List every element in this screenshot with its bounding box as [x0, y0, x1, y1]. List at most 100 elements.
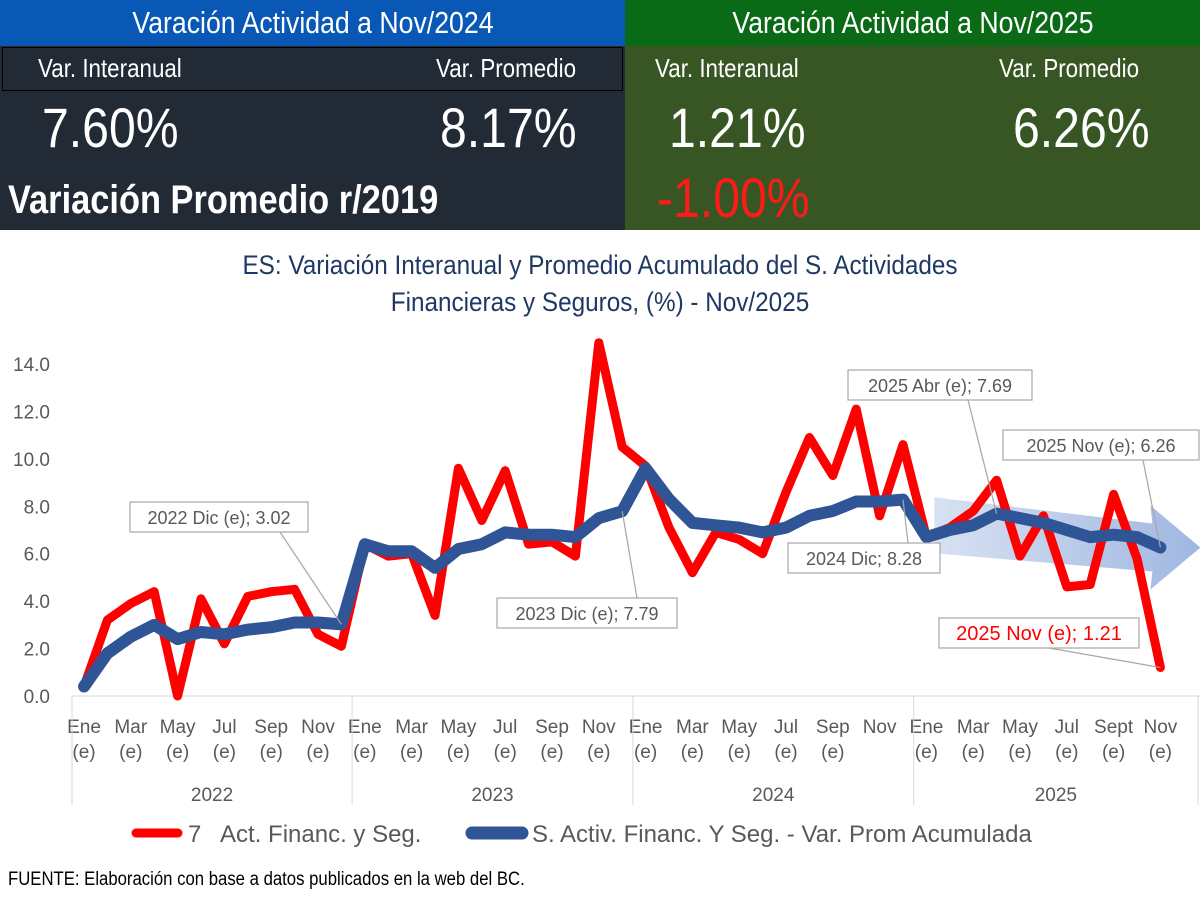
annotation-leader: [1048, 647, 1161, 669]
x-tick-label-sub: (e): [540, 742, 563, 763]
x-tick-label-sub: (e): [400, 742, 423, 763]
panel-2024-interanual-value: 7.60%: [42, 96, 179, 159]
y-tick-label: 2.0: [24, 640, 50, 661]
x-tick-label-sub: (e): [447, 742, 470, 763]
annotations: 2022 Dic (e); 3.02 2023 Dic (e); 7.79 2024…: [129, 369, 1200, 669]
source-note: FUENTE: Elaboración con base a datos pub…: [8, 869, 525, 890]
x-tick-label-sub: (e): [72, 742, 95, 763]
panel-2025-promedio-value: 6.26%: [1013, 96, 1150, 159]
annotation-callout: 2024 Dic; 8.28: [787, 499, 941, 574]
x-tick-label-sub: (e): [821, 742, 844, 763]
panel-2025-header-bg: [625, 0, 1200, 46]
x-year-label: 2023: [471, 785, 513, 806]
annotation-leader: [902, 499, 909, 544]
y-tick-label: 14.0: [13, 355, 50, 376]
x-tick-label: Nov: [301, 717, 335, 738]
x-tick-label: May: [721, 717, 757, 738]
line-chart: ES: Variación Interanual y Promedio Acum…: [13, 251, 1200, 848]
x-tick-label-sub: (e): [962, 742, 985, 763]
annotation-box: [847, 369, 1033, 401]
annotation-callout: 2023 Dic (e); 7.79: [496, 511, 678, 629]
y-tick-label: 6.0: [24, 545, 50, 566]
panel-2024-promedio-value: 8.17%: [440, 96, 577, 159]
panel-2025-interanual-label: Var. Interanual: [655, 53, 799, 83]
x-tick-label-sub: (e): [166, 742, 189, 763]
annotation-label: 2025 Abr (e); 7.69: [868, 376, 1012, 396]
annotation-label: 2023 Dic (e); 7.79: [515, 604, 658, 624]
chart-title-line-2: Financieras y Seguros, (%) - Nov/2025: [391, 288, 809, 317]
annotation-callout: 2025 Nov (e); 1.21: [938, 617, 1161, 669]
x-tick-label-sub: (e): [1149, 742, 1172, 763]
panel-2024-r2019-label: Variación Promedio r/2019: [8, 178, 439, 222]
annotation-box: [938, 617, 1140, 649]
x-axis: Ene (e) Mar (e) May (e) Jul (e) Sep (e) Nov (e) Ene (…: [67, 695, 1200, 806]
y-axis: 0.0 2.0 4.0 6.0 8.0 10.0 12.0 14.0: [13, 355, 50, 708]
x-tick-label-sub: (e): [1055, 742, 1078, 763]
x-tick-label-sub: (e): [915, 742, 938, 763]
x-tick-label: Sept: [1094, 717, 1134, 738]
x-tick-label-sub: (e): [1008, 742, 1031, 763]
annotation-label: 2024 Dic; 8.28: [806, 549, 922, 569]
panel-2025-header: Varación Actividad a Nov/2025: [731, 5, 1094, 40]
x-year-label: 2022: [191, 785, 233, 806]
x-tick-label: Jul: [493, 717, 517, 738]
y-tick-label: 10.0: [13, 450, 50, 471]
panel-2025-interanual-value: 1.21%: [669, 96, 806, 159]
legend-label-var-prom: S. Activ. Financ. Y Seg. - Var. Prom Acu…: [532, 821, 1032, 848]
y-tick-label: 8.0: [24, 497, 50, 518]
annotation-box: [129, 501, 309, 533]
x-tick-label: Sep: [535, 717, 569, 738]
x-tick-label-sub: (e): [306, 742, 329, 763]
legend-label-act-financ: 7 Act. Financ. y Seg.: [188, 821, 421, 848]
x-tick-label-sub: (e): [260, 742, 283, 763]
annotation-label: 2022 Dic (e); 3.02: [147, 508, 290, 528]
annotation-leader: [279, 531, 342, 625]
annotation-label: 2025 Nov (e); 1.21: [956, 623, 1122, 645]
annotation-leader: [1142, 459, 1161, 548]
x-tick-label: Mar: [395, 717, 428, 738]
x-tick-label: Jul: [212, 717, 236, 738]
x-tick-label: Mar: [676, 717, 709, 738]
panel-2024: Varación Actividad a Nov/2024 Var. Inter…: [0, 0, 625, 230]
annotation-callout: 2025 Abr (e); 7.69: [847, 369, 1033, 514]
x-year-label: 2024: [752, 785, 795, 806]
annotation-leader: [967, 399, 998, 514]
x-tick-label: May: [160, 717, 196, 738]
annotation-box: [1002, 429, 1200, 461]
x-tick-label-sub: (e): [1102, 742, 1125, 763]
x-tick-label: Mar: [957, 717, 990, 738]
x-tick-label: Sep: [816, 717, 850, 738]
x-tick-label: Jul: [1055, 717, 1079, 738]
annotation-leader: [621, 511, 638, 599]
panel-2025-r2019-value: -1.00%: [657, 166, 810, 229]
x-tick-label-sub: (e): [587, 742, 610, 763]
x-tick-label-sub: (e): [634, 742, 657, 763]
panel-2024-body-bg: [0, 46, 625, 230]
x-tick-label: Nov: [863, 717, 897, 738]
x-tick-label: Ene: [67, 717, 101, 738]
annotation-box: [496, 597, 678, 629]
series-line-act-financ: [79, 338, 1165, 701]
x-tick-label-sub: (e): [119, 742, 142, 763]
x-tick-label: Mar: [114, 717, 147, 738]
x-tick-label: May: [440, 717, 476, 738]
x-tick-label-sub: (e): [213, 742, 236, 763]
x-tick-label: Ene: [909, 717, 943, 738]
panel-2024-sub-border: [2, 47, 623, 91]
panel-2024-header-bg: [0, 0, 625, 46]
panel-2025-body-bg: [625, 46, 1200, 230]
x-tick-label: Ene: [348, 717, 382, 738]
x-tick-label: Ene: [629, 717, 663, 738]
panel-2024-header: Varación Actividad a Nov/2024: [131, 5, 494, 40]
panel-2024-promedio-label: Var. Promedio: [436, 53, 577, 83]
x-tick-label-sub: (e): [494, 742, 517, 763]
x-tick-label-sub: (e): [728, 742, 751, 763]
y-tick-label: 0.0: [24, 687, 50, 708]
x-tick-label-sub: (e): [681, 742, 704, 763]
panel-2024-interanual-label: Var. Interanual: [38, 53, 182, 83]
x-tick-label: Sep: [254, 717, 288, 738]
x-tick-label: Nov: [582, 717, 616, 738]
panel-2025: Varación Actividad a Nov/2025 Var. Inter…: [625, 0, 1200, 230]
x-tick-label: May: [1002, 717, 1038, 738]
annotation-label: 2025 Nov (e); 6.26: [1026, 436, 1175, 456]
